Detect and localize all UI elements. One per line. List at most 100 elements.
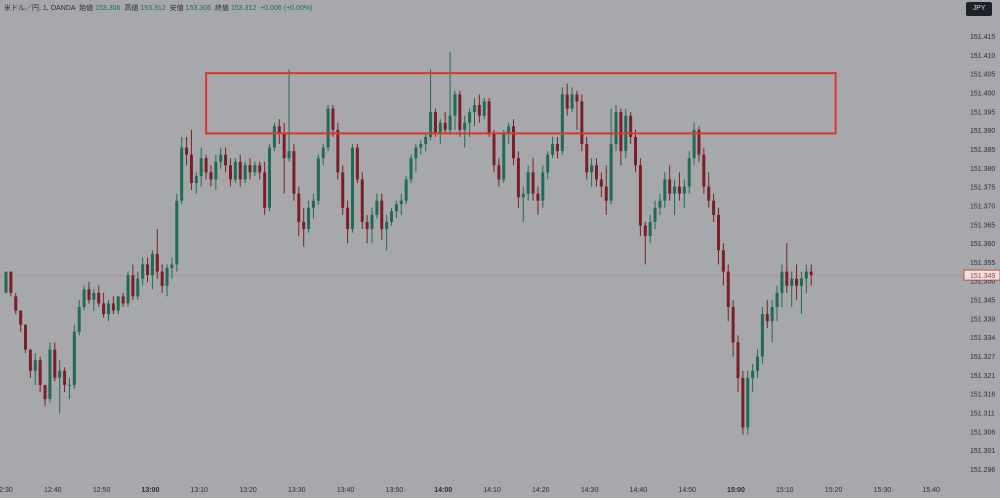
candle-body: [4, 271, 8, 293]
candle-body: [111, 303, 115, 311]
x-tick-label: 14:00: [434, 487, 452, 494]
x-tick-label: 13:10: [190, 487, 208, 494]
candle-body: [677, 186, 681, 194]
candle-body: [316, 158, 320, 201]
candle-body: [424, 136, 428, 145]
candle-body: [302, 221, 306, 230]
y-tick-label: 151.316: [970, 392, 995, 399]
low-value: 153.306: [185, 5, 211, 12]
candle-body: [458, 94, 462, 130]
candle-body: [687, 158, 691, 187]
x-tick-label: 12:40: [44, 487, 62, 494]
candle-body: [443, 122, 447, 130]
candle-body: [136, 278, 140, 297]
candle-body: [429, 112, 433, 137]
candle-body: [785, 271, 789, 286]
y-tick-label: 151.301: [970, 448, 995, 455]
candle-body: [77, 307, 81, 332]
candle-body: [790, 278, 794, 286]
candle-body: [795, 278, 799, 286]
candle-body: [512, 126, 516, 159]
candle-body: [526, 172, 530, 194]
candle-body: [224, 154, 228, 166]
candle-body: [799, 278, 803, 286]
candle-body: [448, 115, 452, 130]
y-tick-label: 151.360: [970, 241, 995, 248]
candle-body: [692, 129, 696, 159]
currency-button[interactable]: JPY: [966, 2, 992, 16]
candle-body: [551, 144, 555, 155]
candle-body: [307, 207, 311, 230]
current-price-label: 151.349: [970, 273, 995, 280]
candle-body: [146, 264, 150, 276]
candle-body: [643, 225, 647, 237]
candle-body: [707, 186, 711, 201]
x-tick-label: 12:50: [93, 487, 111, 494]
candle-body: [219, 154, 223, 162]
candle-body: [472, 105, 476, 113]
candle-body: [682, 186, 686, 194]
candle-body: [594, 165, 598, 180]
candle-body: [282, 133, 286, 159]
candle-body: [238, 161, 242, 180]
candle-body: [355, 147, 359, 180]
candle-body: [258, 165, 262, 173]
candle-body: [619, 112, 623, 152]
x-tick-label: 13:20: [239, 487, 257, 494]
candle-body: [87, 289, 91, 300]
candle-body: [326, 108, 330, 148]
x-tick-label: 14:10: [483, 487, 501, 494]
candle-body: [492, 133, 496, 166]
x-tick-label: 13:30: [288, 487, 306, 494]
candle-body: [731, 307, 735, 343]
candle-body: [736, 342, 740, 378]
candle-body: [14, 296, 18, 311]
current-price-box: [963, 269, 1000, 281]
candle-body: [297, 193, 301, 222]
y-tick-label: 151.395: [970, 109, 995, 116]
candle-body: [263, 172, 267, 208]
y-tick-label: 151.321: [970, 373, 995, 380]
candle-body: [716, 214, 720, 251]
candle-body: [560, 94, 564, 152]
candle-body: [228, 165, 232, 180]
candle-body: [370, 214, 374, 230]
candle-body: [248, 165, 252, 173]
candle-body: [702, 154, 706, 187]
candle-body: [365, 221, 369, 230]
candle-body: [38, 360, 42, 385]
candle-body: [780, 271, 784, 293]
x-tick-label: 15:20: [825, 487, 843, 494]
candle-body: [33, 360, 37, 371]
candle-body: [756, 356, 760, 371]
high-value: 153.312: [140, 5, 166, 12]
candle-body: [721, 250, 725, 272]
candle-body: [321, 147, 325, 159]
candle-body: [565, 94, 569, 109]
x-tick-label: 14:30: [581, 487, 599, 494]
candle-body: [209, 172, 213, 180]
candle-body: [804, 271, 808, 279]
candle-body: [541, 172, 545, 201]
candle-body: [175, 200, 179, 265]
candle-body: [438, 122, 442, 134]
candle-body: [346, 207, 350, 230]
candle-body: [102, 303, 106, 315]
x-tick-label: 13:40: [337, 487, 355, 494]
x-tick-label: 15:40: [922, 487, 940, 494]
candle-body: [590, 165, 594, 173]
candle-body: [668, 179, 672, 194]
candle-body: [311, 200, 315, 208]
candle-body: [375, 200, 379, 215]
candle-body: [19, 310, 23, 325]
candle-body: [453, 94, 457, 116]
highlight-zone-box: [205, 72, 837, 135]
candle-body: [268, 147, 272, 208]
candle-body: [43, 384, 47, 400]
x-tick-label: 12:30: [0, 487, 13, 494]
candle-body: [746, 377, 750, 428]
candle-body: [555, 144, 559, 152]
candle-body: [170, 264, 174, 269]
